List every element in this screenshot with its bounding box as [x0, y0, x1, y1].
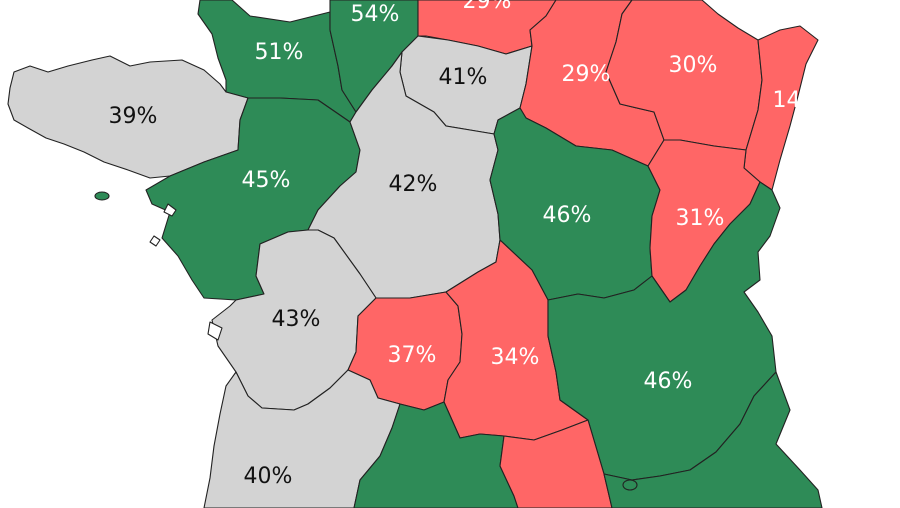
island-coast-1 — [163, 203, 177, 217]
region-label-champagne-ardenne: 29% — [562, 62, 611, 87]
region-label-alsace: 14% — [773, 88, 822, 113]
region-label-hauts-de-france: 29% — [463, 0, 512, 14]
region-provence[interactable] — [603, 371, 823, 508]
region-label-aquitaine: 40% — [244, 464, 293, 489]
region-label-brittany: 39% — [109, 104, 158, 129]
island-coast-2 — [149, 235, 161, 247]
island-small-west — [94, 191, 110, 201]
region-label-ile-de-france: 41% — [439, 65, 488, 90]
region-label-lorraine: 30% — [669, 53, 718, 78]
island-coast-3 — [207, 321, 223, 341]
region-label-burgundy: 46% — [543, 203, 592, 228]
enclave-small-south — [622, 479, 638, 491]
region-label-pays-de-la-loire: 45% — [242, 168, 291, 193]
region-label-franche-comte: 31% — [676, 206, 725, 231]
region-label-rhone-alpes: 46% — [644, 369, 693, 394]
region-alsace[interactable] — [743, 25, 819, 191]
region-label-normandy-west: 51% — [255, 40, 304, 65]
region-label-poitou-charentes: 43% — [272, 307, 321, 332]
region-label-auvergne: 34% — [491, 345, 540, 370]
region-label-normandy-east: 54% — [351, 2, 400, 27]
region-label-centre: 42% — [389, 172, 438, 197]
region-label-limousin: 37% — [388, 343, 437, 368]
